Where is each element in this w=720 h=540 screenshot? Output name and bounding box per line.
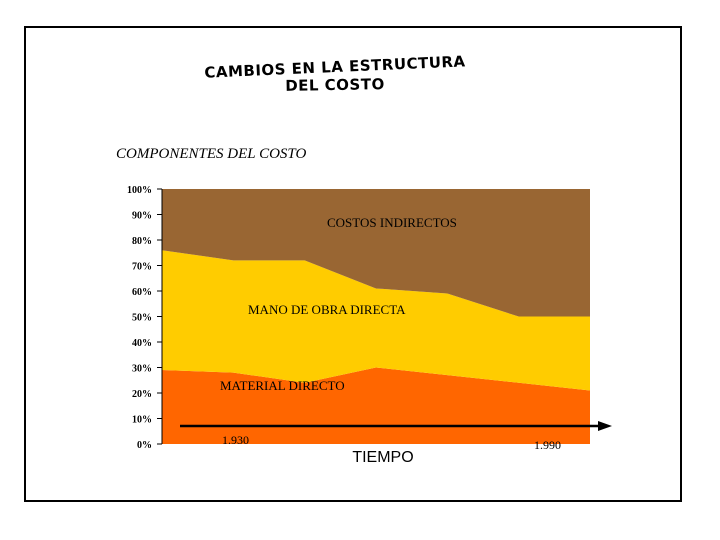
y-tick-label: 90% [132,211,152,222]
y-tick-label: 40% [132,338,152,349]
x-start-label: 1.930 [222,433,249,447]
area-series-3 [162,189,590,317]
series-label-1: MATERIAL DIRECTO [220,378,345,393]
y-tick-label: 100% [127,185,152,196]
x-end-label: 1.990 [534,438,561,452]
time-label: TIEMPO [352,449,413,466]
series-label-2: MANO DE OBRA DIRECTA [248,302,406,317]
y-tick-label: 0% [137,440,152,451]
y-tick-label: 10% [132,415,152,426]
y-tick-label: 70% [132,262,152,273]
time-arrow-head [598,421,612,431]
slide-frame [24,26,682,502]
y-tick-label: 50% [132,313,152,324]
y-tick-label: 80% [132,236,152,247]
chart-subtitle: COMPONENTES DEL COSTO [116,146,307,162]
y-tick-label: 60% [132,287,152,298]
area-series-2 [162,250,590,391]
y-tick-label: 20% [132,389,152,400]
y-tick-label: 30% [132,364,152,375]
series-label-3: COSTOS INDIRECTOS [327,215,457,230]
